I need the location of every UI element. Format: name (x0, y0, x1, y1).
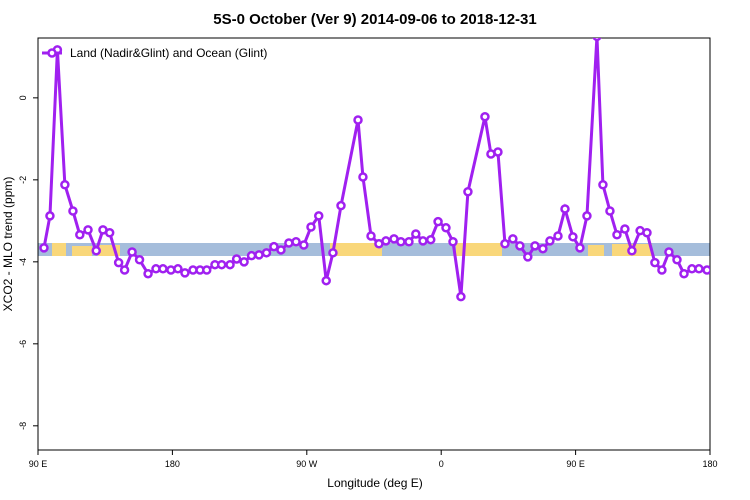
data-point (321, 275, 331, 286)
data-point (396, 236, 406, 247)
data-point (448, 236, 458, 247)
data-point (553, 231, 563, 241)
data-point (180, 268, 190, 278)
data-point (642, 227, 652, 238)
data-point (284, 238, 294, 248)
data-point (313, 211, 324, 221)
data-point (276, 245, 286, 255)
legend-marker (47, 48, 57, 58)
land-ocean-strip (38, 243, 710, 256)
data-point (246, 250, 257, 261)
data-point (158, 264, 168, 274)
data-point (425, 234, 436, 245)
x-tick-label: 180 (165, 459, 180, 469)
data-point (592, 38, 602, 42)
data-point (254, 250, 264, 260)
data-point (560, 204, 570, 214)
data-point (418, 236, 428, 246)
y-tick-label: -4 (18, 258, 28, 266)
data-point (694, 264, 704, 274)
data-point (239, 257, 249, 267)
data-point (261, 248, 272, 258)
data-point (612, 230, 622, 240)
data-point (411, 229, 421, 239)
y-tick-label: -2 (18, 176, 28, 184)
data-point (493, 147, 503, 157)
legend-label: Land (Nadir&Glint) and Ocean (Glint) (70, 46, 267, 60)
data-point (605, 206, 615, 216)
data-point (60, 180, 70, 190)
data-point (119, 265, 130, 275)
data-point (269, 241, 279, 252)
data-point (627, 246, 637, 256)
data-point (143, 268, 153, 279)
data-point (679, 268, 689, 279)
data-point (127, 247, 137, 257)
data-point (650, 257, 660, 268)
data-point (545, 236, 555, 246)
data-point (582, 211, 592, 221)
x-tick-label: 90 W (296, 459, 318, 469)
y-tick-label: -6 (18, 340, 28, 348)
y-tick-label: 0 (18, 95, 28, 100)
data-point (306, 222, 316, 232)
data-point (620, 224, 630, 234)
data-point (216, 259, 227, 270)
data-point (568, 232, 578, 242)
y-axis-label: XCO2 - MLO trend (ppm) (1, 177, 15, 312)
data-point (508, 234, 518, 244)
chart-title: 5S-0 October (Ver 9) 2014-09-06 to 2018-… (213, 11, 537, 28)
data-point (83, 225, 93, 235)
x-tick-label: 90 E (29, 459, 48, 469)
data-point (702, 265, 710, 275)
data-point (366, 231, 376, 241)
x-axis-label: Longitude (deg E) (327, 476, 422, 490)
data-point (598, 180, 608, 190)
data-point (134, 255, 145, 265)
data-point (530, 241, 540, 251)
data-point (328, 248, 338, 258)
data-point (523, 252, 533, 262)
data-point (358, 172, 368, 182)
x-tick-label: 0 (439, 459, 444, 469)
plot-area (39, 38, 710, 302)
plot-frame (37, 37, 711, 451)
data-point (500, 239, 510, 249)
data-point (201, 265, 212, 275)
data-point (104, 227, 115, 238)
data-point (515, 241, 525, 251)
y-tick-label: -8 (18, 422, 28, 430)
data-point (463, 186, 473, 197)
x-tick-label: 90 E (566, 459, 585, 469)
data-point (441, 223, 451, 233)
data-point (113, 257, 124, 268)
data-point (480, 111, 490, 122)
data-point (91, 246, 101, 256)
data-point (291, 236, 301, 247)
data-point (538, 243, 548, 254)
data-point (404, 236, 414, 247)
data-point (664, 247, 674, 257)
data-point (672, 255, 682, 265)
data-point (173, 264, 183, 274)
data-point (68, 206, 78, 216)
data-point (456, 291, 466, 302)
data-point (45, 211, 55, 221)
data-point (353, 115, 363, 125)
data-point (657, 265, 667, 275)
data-point (231, 254, 242, 264)
data-point (433, 216, 443, 227)
data-point (381, 236, 391, 246)
data-point (575, 243, 585, 253)
data-point (336, 200, 346, 211)
data-point (299, 240, 309, 250)
data-point (39, 243, 49, 253)
x-tick-label: 180 (702, 459, 717, 469)
data-point (75, 230, 85, 240)
data-point (225, 259, 235, 270)
